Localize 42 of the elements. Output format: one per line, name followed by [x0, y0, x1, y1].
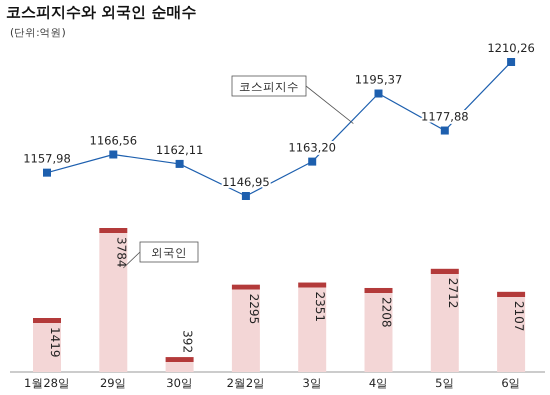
- chart-subtitle: (단위:억원): [10, 27, 66, 39]
- x-tick-label: 3일: [302, 376, 322, 390]
- bar: [430, 268, 459, 372]
- point: [440, 126, 449, 135]
- data-label: 1166,56: [90, 133, 138, 148]
- point: [374, 90, 382, 98]
- x-tick-label: 29일: [100, 376, 127, 390]
- data-label: 392: [180, 330, 195, 354]
- bar: [298, 282, 326, 372]
- point: [109, 150, 118, 158]
- x-tick-label: 5일: [435, 376, 454, 390]
- data-label: 2712: [446, 278, 460, 308]
- x-tick-label: 2월2일: [226, 376, 266, 390]
- data-label: 2295: [246, 294, 261, 324]
- data-label: 1210,26: [487, 41, 535, 55]
- bar: [33, 318, 61, 372]
- point: [43, 168, 51, 177]
- data-label: 2351: [313, 292, 328, 322]
- bar: [497, 292, 526, 372]
- bar: [99, 228, 128, 372]
- chart-title: 코스피지수와 외국인 순매수: [6, 3, 196, 21]
- data-label: 1146,95: [222, 175, 270, 189]
- point: [176, 160, 184, 168]
- x-tick-label: 30일: [166, 376, 193, 390]
- x-tick-label: 4일: [368, 376, 388, 390]
- data-label: 1419: [48, 327, 62, 358]
- point: [507, 58, 516, 66]
- data-label: 1195,37: [354, 72, 402, 87]
- bar: [364, 288, 392, 372]
- bar: [166, 357, 194, 372]
- point: [308, 158, 316, 166]
- data-label: 3784: [114, 237, 128, 268]
- x-tick-label: 1월28일: [24, 376, 70, 390]
- text: 코스피지수: [239, 80, 299, 94]
- data-label: 1162,11: [156, 142, 204, 157]
- text: 외국인: [151, 246, 187, 260]
- x-tick-label: 6일: [501, 376, 521, 390]
- data-label: 1157,98: [23, 152, 71, 166]
- point: [242, 192, 250, 200]
- data-label: 2107: [512, 300, 526, 332]
- bar: [232, 284, 260, 372]
- data-label: 2208: [380, 296, 394, 328]
